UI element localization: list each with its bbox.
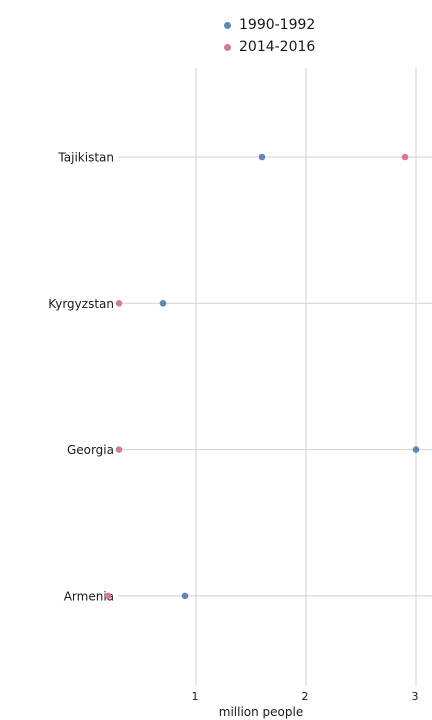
legend-label-2014-2016: 2014-2016 [239,39,316,55]
category-label-kyrgyzstan: Kyrgyzstan [48,297,114,311]
point-1990-1992-kyrgyzstan [159,300,167,307]
x-tick-label-1: 1 [192,690,199,703]
point-1990-1992-armenia [181,592,189,600]
point-2014-2016-kyrgyzstan [115,300,123,307]
legend-marker-2014-2016 [224,43,231,51]
legend-item-1990-1992: 1990-1992 [224,14,315,36]
x-tick-label-3: 3 [412,690,419,703]
point-2014-2016-tajikistan [401,153,409,161]
x-axis-label: million people [219,705,303,719]
point-1990-1992-tajikistan [258,153,266,161]
category-label-armenia: Armenia [64,589,114,603]
point-2014-2016-georgia [115,446,123,453]
x-tick-label-2: 2 [302,690,309,703]
legend: 1990-1992 2014-2016 [224,14,315,58]
point-1990-1992-georgia [412,446,420,453]
legend-marker-1990-1992 [224,21,231,29]
category-label-georgia: Georgia [67,443,114,457]
category-label-tajikistan: Tajikistan [57,151,114,165]
legend-item-2014-2016: 2014-2016 [224,36,315,58]
legend-label-1990-1992: 1990-1992 [239,17,316,33]
point-2014-2016-armenia [104,592,112,600]
